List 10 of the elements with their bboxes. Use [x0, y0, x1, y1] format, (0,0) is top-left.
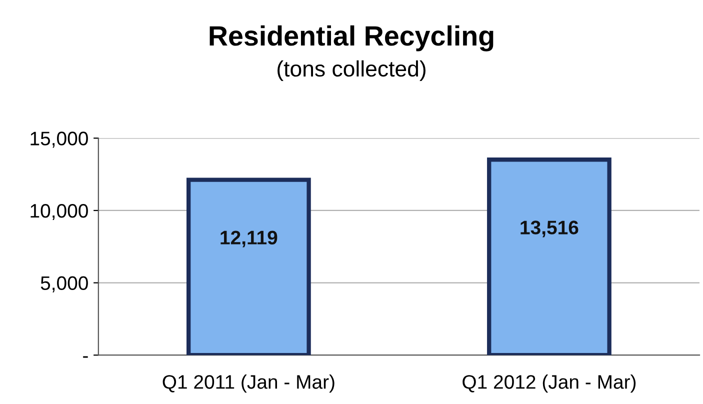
- data-label: 12,119: [220, 230, 278, 248]
- y-tick-label: 10,000: [30, 204, 88, 220]
- y-tick-label: 15,000: [30, 132, 88, 148]
- data-label: 13,516: [520, 220, 578, 238]
- x-tick-label: Q1 2012 (Jan - Mar): [462, 374, 636, 393]
- y-tick-label: -: [83, 356, 88, 358]
- y-tick-label: 5,000: [40, 276, 88, 292]
- chart-subtitle: (tons collected): [278, 60, 426, 82]
- chart-title: Residential Recycling: [210, 25, 494, 52]
- x-tick-label: Q1 2011 (Jan - Mar): [162, 374, 334, 393]
